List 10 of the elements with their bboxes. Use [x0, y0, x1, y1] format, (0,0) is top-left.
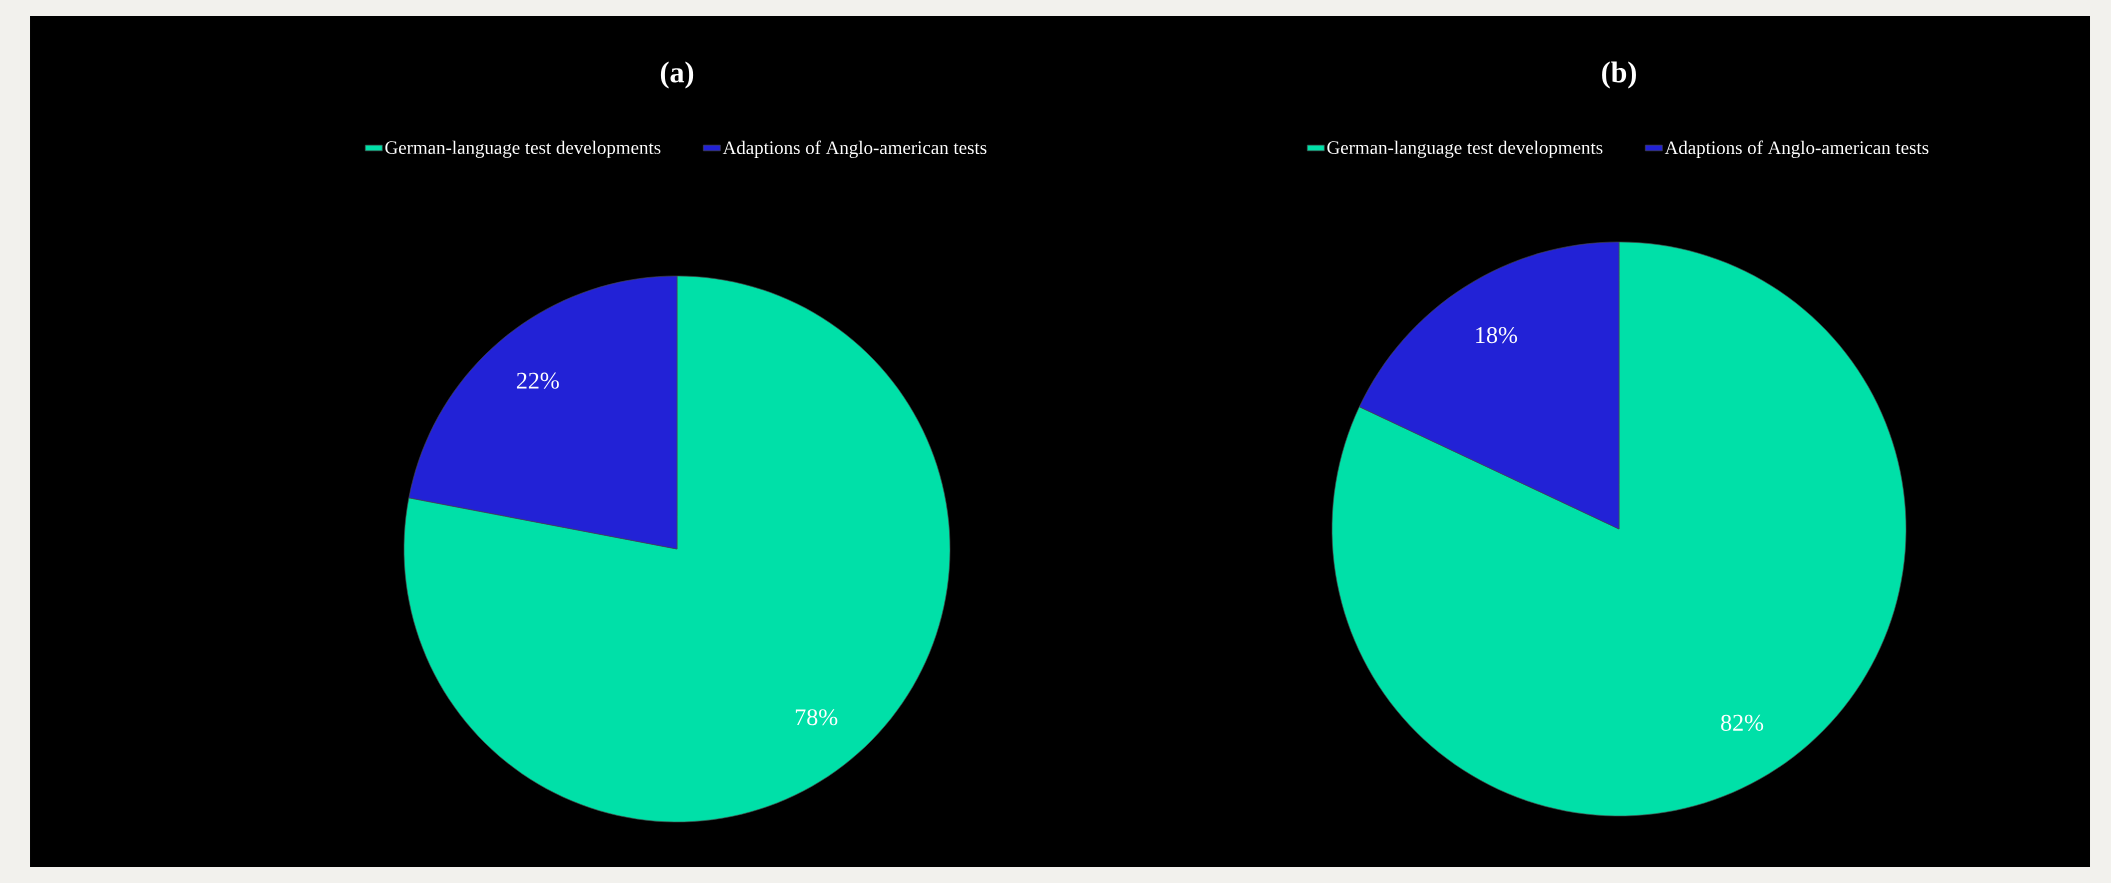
chart-title: (a) — [660, 61, 694, 89]
legend-label: German-language test developments — [1327, 140, 1603, 158]
legend-label: Adaptions of Anglo-american tests — [722, 140, 987, 158]
data-label: 22% — [516, 372, 559, 389]
data-label: 82% — [1721, 714, 1764, 731]
data-label: 18% — [1476, 327, 1518, 344]
chart-title: (b) — [1602, 61, 1636, 89]
legend-label: German-language test developments — [385, 140, 661, 158]
legend-label: Adaptions of Anglo-american tests — [1664, 140, 1929, 158]
data-label: 78% — [795, 709, 838, 726]
